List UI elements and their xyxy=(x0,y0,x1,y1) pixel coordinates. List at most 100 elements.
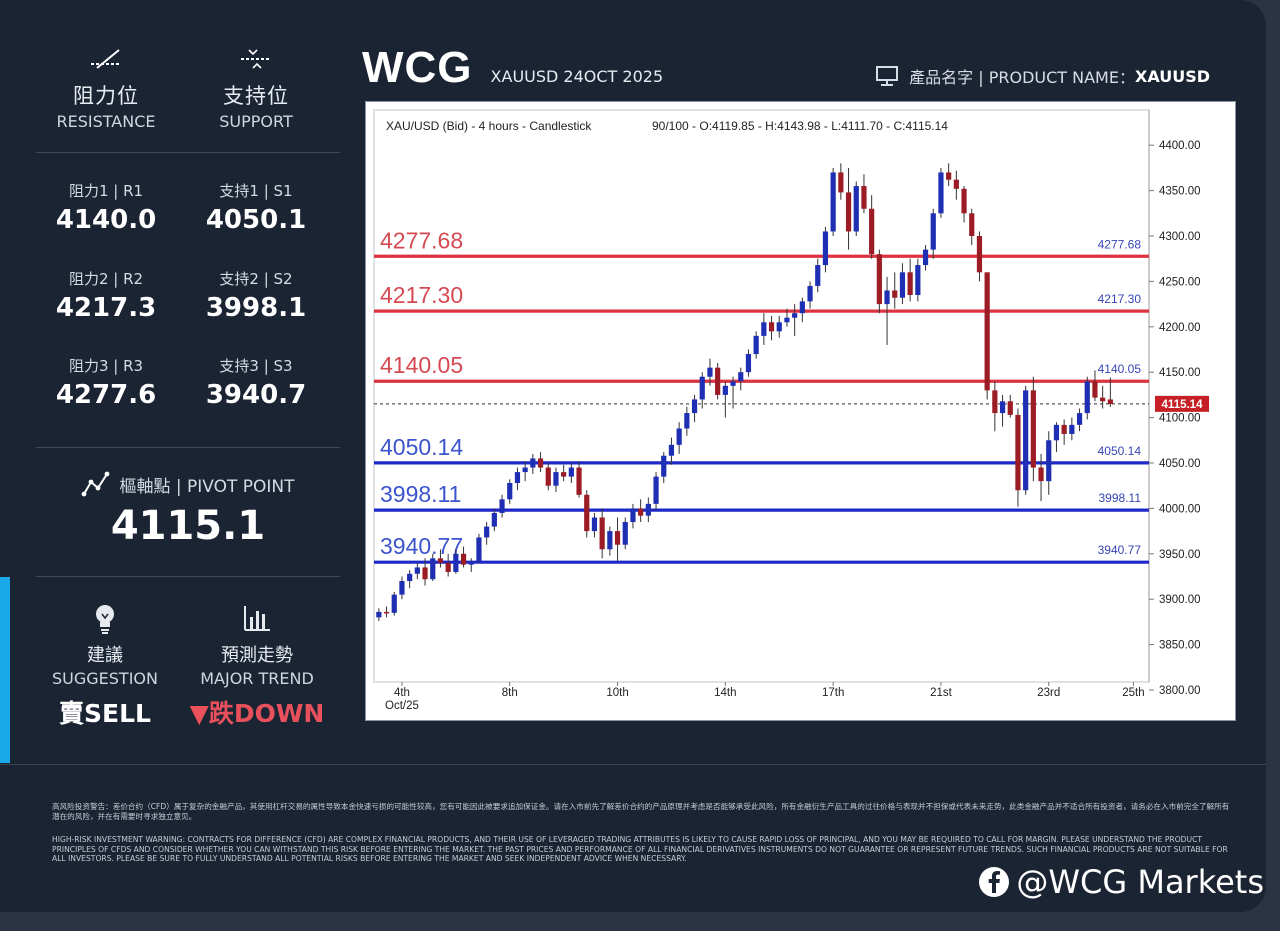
candle-body xyxy=(969,213,975,236)
candle-body xyxy=(784,317,790,323)
y-tick-label: 4400.00 xyxy=(1159,140,1201,152)
level-line-label-right: 3940.77 xyxy=(1098,543,1142,557)
candle-body xyxy=(638,508,644,516)
product-name: 產品名字 | PRODUCT NAME： XAUUSD xyxy=(875,64,1210,88)
y-tick-label: 4050.00 xyxy=(1159,458,1201,470)
candle-body xyxy=(699,376,705,400)
y-tick-label: 4250.00 xyxy=(1159,276,1201,288)
level-line-label-right: 3998.11 xyxy=(1099,491,1142,505)
candle-body xyxy=(676,428,682,445)
resistance-icon xyxy=(36,48,176,74)
candle-body xyxy=(691,399,698,414)
candle-body xyxy=(514,472,521,483)
level-s3-value: 3940.7 xyxy=(205,380,307,410)
level-r1-label: 阻力1 | R1 xyxy=(68,182,144,200)
footer xyxy=(0,764,1266,912)
candle-body xyxy=(892,290,898,298)
support-title-en: SUPPORT xyxy=(219,112,293,131)
candle-body xyxy=(1061,424,1067,434)
resistance-header: 阻力位 RESISTANCE xyxy=(36,48,176,131)
candle-body xyxy=(938,172,944,214)
candle-body xyxy=(738,372,744,382)
candle-body xyxy=(753,335,759,355)
resistance-title-en: RESISTANCE xyxy=(56,112,156,131)
level-line-label-left: 4277.68 xyxy=(380,227,463,253)
candle-body xyxy=(869,208,875,255)
y-tick-label: 4100.00 xyxy=(1159,413,1201,425)
candle-body xyxy=(468,561,474,565)
candle-body xyxy=(499,499,505,513)
candle-body xyxy=(553,472,559,486)
report-card: 阻力位 RESISTANCE 支持位 SUPPORT 阻力1 | R1 4140… xyxy=(0,0,1266,912)
level-line-label-right: 4217.30 xyxy=(1098,292,1142,306)
candle-body xyxy=(1076,413,1083,425)
candle-body xyxy=(730,381,736,386)
candle-body xyxy=(445,562,451,572)
candle-body xyxy=(946,172,952,180)
candle-body xyxy=(1007,401,1013,415)
x-tick-label: 8th xyxy=(502,687,518,699)
suggestion-title-zh: 建議 xyxy=(87,645,123,666)
level-line-label-left: 3998.11 xyxy=(380,481,461,507)
level-r2-value: 4217.3 xyxy=(55,293,157,323)
candle-body xyxy=(1053,424,1060,441)
candle-body xyxy=(584,494,590,532)
candle-body xyxy=(799,301,805,314)
level-line-label-right: 4050.14 xyxy=(1098,444,1142,458)
candle-body xyxy=(476,537,482,562)
suggestion-title-en: SUGGESTION xyxy=(52,669,158,688)
y-tick-label: 4200.00 xyxy=(1159,322,1201,334)
candle-body xyxy=(430,558,436,580)
level-r2-label: 阻力2 | R2 xyxy=(68,270,144,288)
candle-body xyxy=(1069,424,1075,434)
candle-body xyxy=(561,472,567,477)
candle-body xyxy=(745,354,752,373)
candle-body xyxy=(422,567,428,580)
candle-body xyxy=(761,322,767,336)
trend-title-zh: 預測走勢 xyxy=(221,645,293,666)
accent-bar xyxy=(0,577,10,763)
level-s1-label: 支持1 | S1 xyxy=(219,182,293,200)
chart-svg: 4400.00 4350.00 4300.00 4250.00 4200.00 4150.… xyxy=(373,109,1209,712)
y-tick-label: 4000.00 xyxy=(1159,503,1201,515)
level-line-label-right: 4140.05 xyxy=(1098,362,1142,376)
monitor-icon xyxy=(876,66,899,86)
level-line-label-left: 3940.77 xyxy=(380,533,463,559)
bar-chart-icon xyxy=(182,603,332,635)
trend-block: 預測走勢 MAJOR TREND ▼跌DOWN xyxy=(182,603,332,730)
x-tick-sublabel: Oct/25 xyxy=(385,700,419,712)
level-s3: 支持3 | S3 3940.7 xyxy=(186,355,326,410)
candle-body xyxy=(407,573,413,582)
candle-body xyxy=(876,254,882,305)
candle-body xyxy=(530,458,536,468)
chart-title: XAU/USD (Bid) - 4 hours - Candlestick xyxy=(386,119,592,133)
report-subtitle: XAUUSD 24OCT 2025 xyxy=(490,67,664,86)
y-tick-label: 4300.00 xyxy=(1159,231,1201,243)
wcg-logo: WCG xyxy=(362,43,473,92)
social-handle[interactable]: @WCG Markets xyxy=(978,863,1264,901)
product-value: XAUUSD xyxy=(1134,66,1210,86)
candle-body xyxy=(522,467,528,473)
divider xyxy=(36,576,340,577)
level-r2: 阻力2 | R2 4217.3 xyxy=(36,268,176,323)
candle-body xyxy=(1038,467,1044,482)
candle-body xyxy=(838,172,844,193)
candle-body xyxy=(376,611,382,618)
candle-body xyxy=(607,531,613,550)
level-r3: 阻力3 | R3 4277.6 xyxy=(36,355,176,410)
candle-body xyxy=(768,322,775,332)
candle-body xyxy=(953,179,959,189)
pivot-label: 樞軸點 | PIVOT POINT xyxy=(119,476,295,497)
candle-body xyxy=(707,367,713,377)
candle-body xyxy=(715,367,721,395)
candle-body xyxy=(1030,390,1036,468)
candle-body xyxy=(853,186,859,232)
x-tick-label: 23rd xyxy=(1037,687,1060,699)
candle-body xyxy=(830,172,836,232)
candle-body xyxy=(668,444,675,456)
candle-body xyxy=(630,508,636,523)
candle-body xyxy=(576,467,582,495)
y-tick-label: 3850.00 xyxy=(1159,640,1201,652)
current-price-label: 4115.14 xyxy=(1162,399,1204,411)
y-tick-label: 4150.00 xyxy=(1159,367,1201,379)
